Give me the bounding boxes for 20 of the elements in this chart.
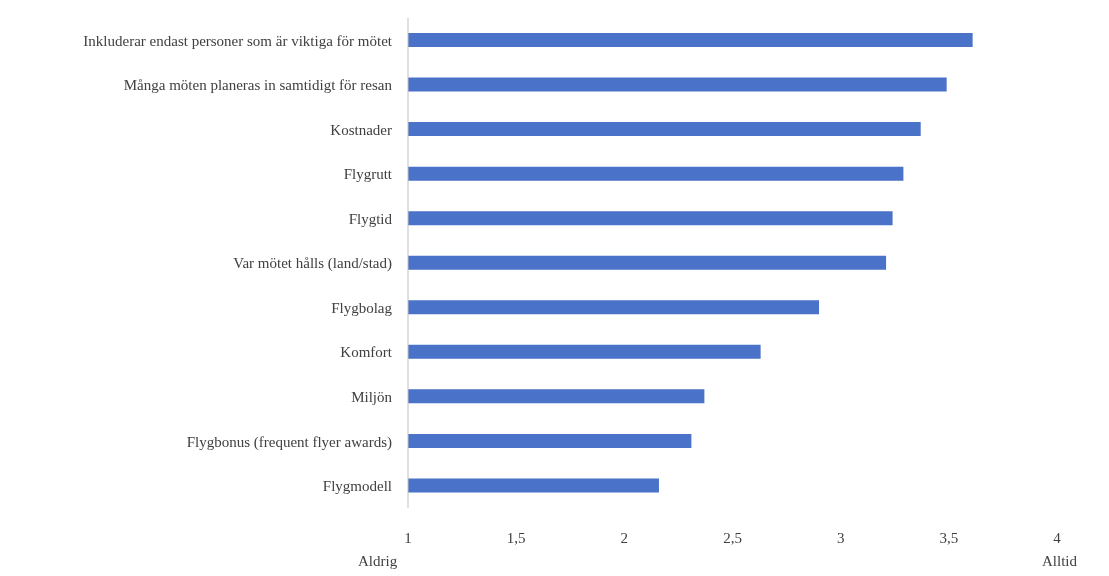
x-tick-label: 1 [404, 529, 412, 546]
text: Aldrig [358, 553, 398, 570]
x-tick-label: 3,5 [939, 529, 959, 546]
y-tick-label: Var mötet hålls (land/stad) [233, 255, 392, 273]
y-tick-label: Flygbolag [331, 299, 393, 316]
y-tick-label: Flygrutt [343, 166, 393, 183]
y-tick-label: Komfort [340, 344, 393, 361]
y-tick-label: Inkluderar endast personer som är viktiga för mötet [83, 32, 393, 49]
x-tick-label: 2 [620, 529, 629, 546]
y-tick-label: Flygtid [348, 210, 393, 227]
y-tick-label: Miljön [351, 388, 393, 405]
x-tick-label: 1,5 [506, 529, 526, 546]
text: Alltid [1041, 553, 1077, 570]
y-tick-label: Många möten planeras in samtidigt för resan [123, 77, 393, 94]
x-tick-label: 3 [836, 529, 845, 546]
x-tick-label: 4 [1053, 529, 1062, 546]
x-tick-label: 2,5 [723, 529, 742, 546]
y-tick-label: Flygbonus (frequent flyer awards) [186, 433, 392, 451]
y-tick-label: Flygmodell [322, 478, 392, 495]
y-tick-label: Kostnader [330, 121, 392, 138]
